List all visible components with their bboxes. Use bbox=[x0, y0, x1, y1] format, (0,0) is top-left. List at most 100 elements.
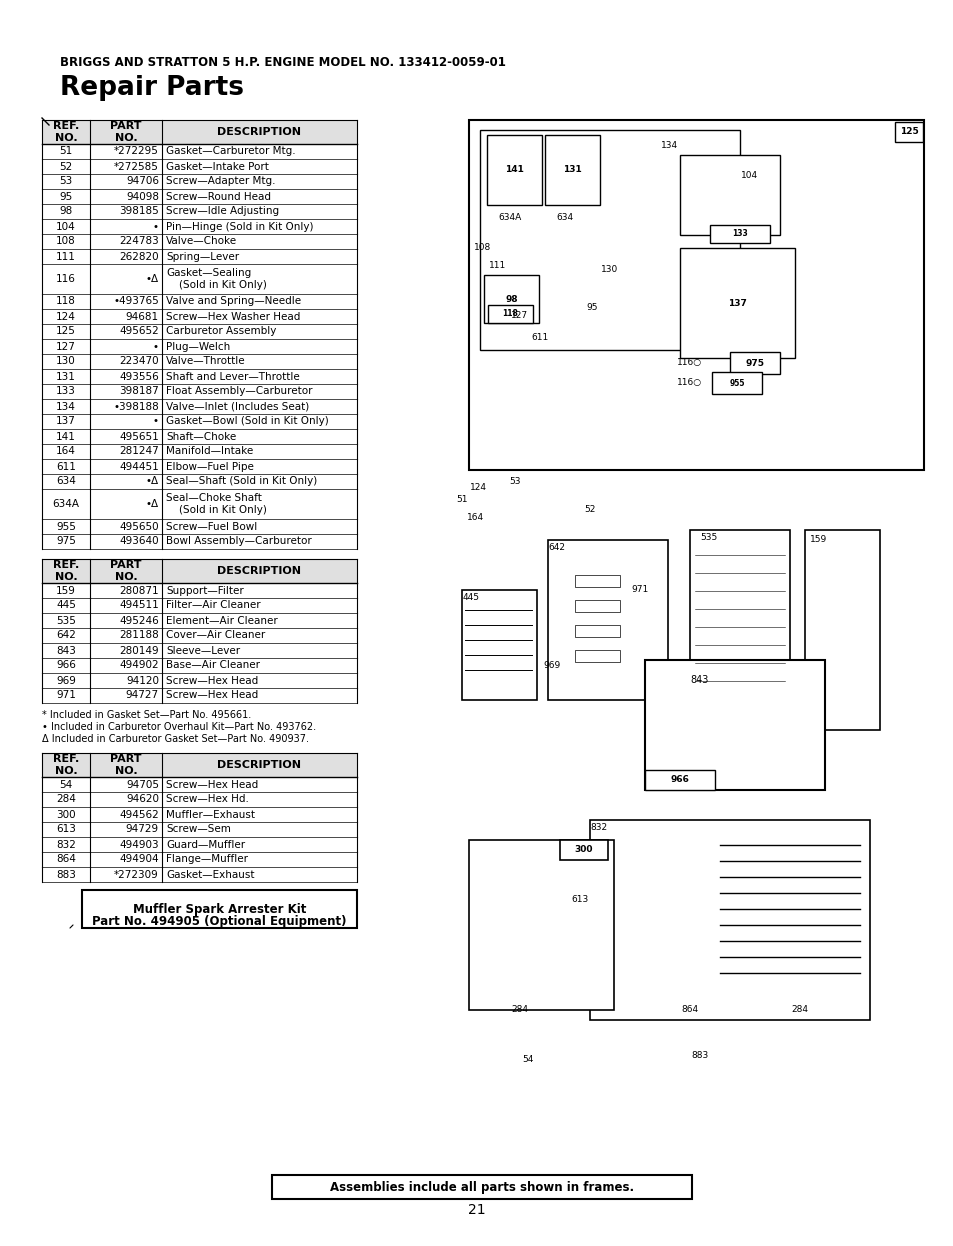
Text: REF.
NO.: REF. NO. bbox=[52, 121, 79, 143]
Text: 642: 642 bbox=[56, 630, 76, 640]
Text: •Δ: •Δ bbox=[146, 498, 159, 510]
Text: Screw—Hex Hd.: Screw—Hex Hd. bbox=[166, 795, 249, 805]
Text: Spring—Lever: Spring—Lever bbox=[166, 252, 239, 262]
Text: •Δ: •Δ bbox=[146, 274, 159, 284]
Text: 864: 864 bbox=[680, 1006, 698, 1014]
Bar bbox=[42, 120, 356, 145]
Text: Screw—Fuel Bowl: Screw—Fuel Bowl bbox=[166, 522, 257, 532]
Text: 284: 284 bbox=[791, 1006, 807, 1014]
Text: Manifold—Intake: Manifold—Intake bbox=[166, 446, 253, 456]
Text: 971: 971 bbox=[631, 586, 648, 594]
Text: Assemblies include all parts shown in frames.: Assemblies include all parts shown in fr… bbox=[330, 1180, 634, 1194]
Text: 108: 108 bbox=[474, 243, 491, 253]
Text: Screw—Hex Washer Head: Screw—Hex Washer Head bbox=[166, 312, 300, 321]
Text: Screw—Round Head: Screw—Round Head bbox=[166, 192, 271, 202]
Text: 94729: 94729 bbox=[126, 825, 159, 835]
Text: 535: 535 bbox=[700, 533, 717, 542]
Text: Screw—Hex Head: Screw—Hex Head bbox=[166, 690, 258, 700]
Text: 111: 111 bbox=[489, 260, 506, 269]
Bar bbox=[575, 601, 619, 612]
Text: 494904: 494904 bbox=[119, 855, 159, 865]
Text: 116○: 116○ bbox=[677, 378, 701, 386]
Text: 493640: 493640 bbox=[119, 537, 159, 547]
Text: 116○: 116○ bbox=[677, 358, 701, 366]
Text: 955: 955 bbox=[56, 522, 76, 532]
Text: 94705: 94705 bbox=[126, 780, 159, 790]
Text: 94098: 94098 bbox=[126, 192, 159, 202]
Text: Guard—Muffler: Guard—Muffler bbox=[166, 840, 245, 850]
Text: 969: 969 bbox=[543, 660, 560, 669]
Bar bbox=[679, 155, 780, 235]
Text: 21: 21 bbox=[468, 1202, 485, 1217]
Text: Gasket—Carburetor Mtg.: Gasket—Carburetor Mtg. bbox=[166, 147, 295, 157]
Text: 832: 832 bbox=[56, 840, 76, 850]
Text: 494902: 494902 bbox=[119, 660, 159, 670]
Text: Valve—Throttle: Valve—Throttle bbox=[166, 356, 245, 366]
Text: 94706: 94706 bbox=[126, 177, 159, 187]
Text: 975: 975 bbox=[744, 359, 763, 368]
Bar bbox=[689, 530, 789, 730]
Text: Screw—Adapter Mtg.: Screw—Adapter Mtg. bbox=[166, 177, 275, 187]
Text: 51: 51 bbox=[456, 496, 467, 505]
Text: 281247: 281247 bbox=[119, 446, 159, 456]
Text: 284: 284 bbox=[511, 1006, 528, 1014]
Text: 118: 118 bbox=[56, 297, 76, 307]
Text: 613: 613 bbox=[56, 825, 76, 835]
Text: Muffler Spark Arrester Kit: Muffler Spark Arrester Kit bbox=[132, 902, 306, 916]
Text: 131: 131 bbox=[562, 166, 581, 174]
Text: 94727: 94727 bbox=[126, 690, 159, 700]
Text: 613: 613 bbox=[571, 896, 588, 905]
Text: 495652: 495652 bbox=[119, 326, 159, 336]
Text: •398188: •398188 bbox=[113, 401, 159, 411]
Text: Valve—Inlet (Includes Seat): Valve—Inlet (Includes Seat) bbox=[166, 401, 309, 411]
Text: 280871: 280871 bbox=[119, 586, 159, 596]
Text: 445: 445 bbox=[56, 601, 76, 611]
Text: 611: 611 bbox=[531, 334, 548, 343]
Text: 284: 284 bbox=[56, 795, 76, 805]
Bar bbox=[42, 753, 356, 778]
Text: 53: 53 bbox=[509, 477, 520, 486]
Bar bbox=[479, 130, 740, 350]
Text: Base—Air Cleaner: Base—Air Cleaner bbox=[166, 660, 260, 670]
Text: 98: 98 bbox=[59, 207, 72, 217]
Text: Valve—Choke: Valve—Choke bbox=[166, 237, 237, 247]
Bar bbox=[82, 890, 356, 928]
Text: 104: 104 bbox=[740, 171, 758, 179]
Text: 975: 975 bbox=[56, 537, 76, 547]
Text: 137: 137 bbox=[56, 416, 76, 426]
Text: 494511: 494511 bbox=[119, 601, 159, 611]
Bar bbox=[575, 574, 619, 587]
Bar bbox=[575, 650, 619, 662]
Text: Screw—Hex Head: Screw—Hex Head bbox=[166, 780, 258, 790]
Bar bbox=[589, 820, 869, 1020]
Bar bbox=[729, 353, 780, 374]
Text: Muffler—Exhaust: Muffler—Exhaust bbox=[166, 810, 254, 820]
Text: 53: 53 bbox=[59, 177, 72, 187]
Text: 634: 634 bbox=[556, 213, 573, 223]
Text: Cover—Air Cleaner: Cover—Air Cleaner bbox=[166, 630, 265, 640]
Text: 134: 134 bbox=[56, 401, 76, 411]
Text: 223470: 223470 bbox=[119, 356, 159, 366]
Text: 141: 141 bbox=[504, 166, 523, 174]
Text: Screw—Idle Adjusting: Screw—Idle Adjusting bbox=[166, 207, 279, 217]
Text: DESCRIPTION: DESCRIPTION bbox=[217, 760, 301, 770]
Text: 125: 125 bbox=[899, 127, 918, 137]
Bar bbox=[547, 540, 667, 700]
Text: 130: 130 bbox=[600, 265, 618, 274]
Bar bbox=[894, 122, 923, 142]
Bar bbox=[644, 660, 824, 790]
Text: 966: 966 bbox=[56, 660, 76, 670]
Bar bbox=[679, 248, 794, 358]
Text: 300: 300 bbox=[574, 846, 593, 855]
Text: 131: 131 bbox=[56, 371, 76, 381]
Bar bbox=[488, 305, 533, 323]
Bar bbox=[544, 135, 599, 206]
Text: 159: 159 bbox=[56, 586, 76, 596]
Text: 445: 445 bbox=[462, 593, 479, 603]
Text: Pin—Hinge (Sold in Kit Only): Pin—Hinge (Sold in Kit Only) bbox=[166, 222, 314, 232]
Bar bbox=[486, 135, 541, 206]
Text: 108: 108 bbox=[56, 237, 76, 247]
Text: 971: 971 bbox=[56, 690, 76, 700]
Text: * Included in Gasket Set—Part No. 495661.: * Included in Gasket Set—Part No. 495661… bbox=[42, 710, 251, 720]
Text: 94620: 94620 bbox=[126, 795, 159, 805]
